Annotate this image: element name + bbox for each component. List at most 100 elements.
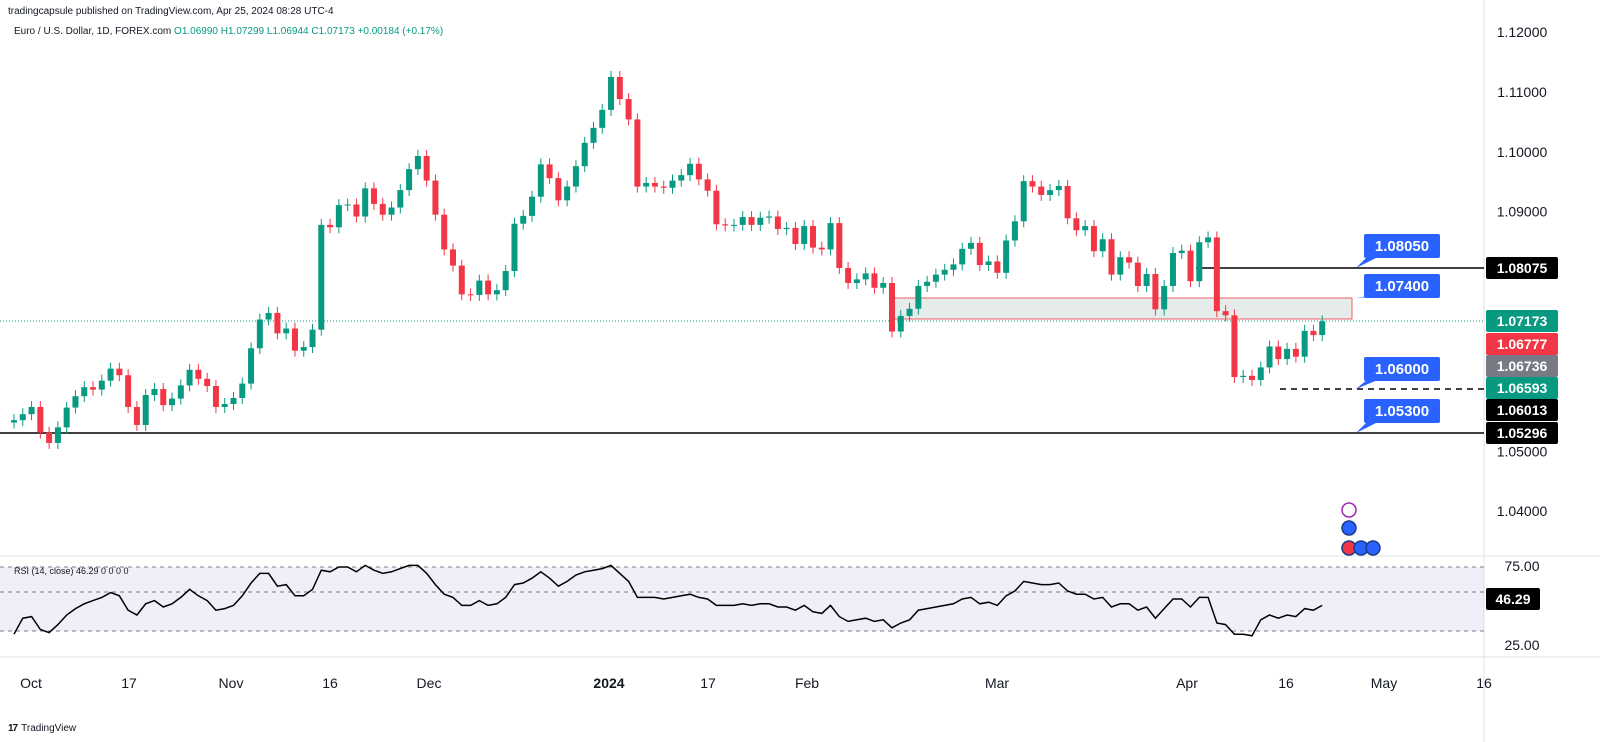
candle xyxy=(1257,361,1264,387)
axis-price-text: 1.06777 xyxy=(1497,336,1548,352)
candle xyxy=(1029,175,1036,193)
candle xyxy=(739,211,746,231)
callout-text: 1.05300 xyxy=(1375,403,1429,420)
candle xyxy=(968,236,975,255)
tradingview-logo[interactable]: 17 TradingView xyxy=(8,723,76,734)
candle xyxy=(493,284,500,301)
candle xyxy=(792,221,799,251)
candle xyxy=(423,150,430,187)
candle xyxy=(37,400,44,439)
candle xyxy=(169,392,176,412)
candle xyxy=(1205,231,1212,249)
candle xyxy=(1134,256,1141,292)
y-tick-label: 1.04000 xyxy=(1497,503,1548,519)
globe-icon[interactable] xyxy=(1341,520,1357,536)
candle xyxy=(1055,179,1062,197)
event-flag-icon[interactable] xyxy=(1365,540,1381,556)
candle xyxy=(1090,220,1097,258)
drawings xyxy=(0,267,1484,434)
candle xyxy=(1064,179,1071,225)
candle xyxy=(678,169,685,187)
x-tick-label: Mar xyxy=(985,675,1009,691)
candle xyxy=(265,306,272,326)
candle xyxy=(985,255,992,272)
candle xyxy=(529,190,536,222)
candle xyxy=(133,400,140,431)
candle xyxy=(572,160,579,193)
candle xyxy=(581,136,588,173)
candle xyxy=(634,113,641,193)
candle xyxy=(976,236,983,272)
candle xyxy=(309,323,316,354)
candle xyxy=(511,217,518,277)
rsi-pane xyxy=(0,564,1484,637)
symbol-title: Euro / U.S. Dollar, 1D, FOREX.com xyxy=(14,26,172,37)
candle xyxy=(467,288,474,301)
price-callout[interactable]: 1.08050 xyxy=(1356,234,1440,268)
candle xyxy=(1213,231,1220,318)
candle xyxy=(1108,233,1115,281)
candle xyxy=(81,381,88,403)
candle xyxy=(54,421,61,449)
candle xyxy=(441,208,448,256)
candle xyxy=(353,198,360,223)
candle xyxy=(853,273,860,289)
candle xyxy=(818,241,825,256)
candle xyxy=(1240,369,1247,384)
price-callout[interactable]: 1.05300 xyxy=(1356,399,1440,433)
candle xyxy=(537,158,544,203)
candle xyxy=(906,302,913,322)
y-tick-label: 1.11000 xyxy=(1497,84,1547,100)
candle xyxy=(370,182,377,210)
candle xyxy=(379,197,386,221)
candle xyxy=(766,210,773,224)
axis-price-label: 1.06593 xyxy=(1486,377,1558,399)
candle xyxy=(1187,244,1194,288)
candle xyxy=(1292,342,1299,363)
event-icons xyxy=(1341,502,1381,556)
candle xyxy=(476,274,483,301)
candle xyxy=(730,218,737,232)
candle xyxy=(502,265,509,297)
y-tick-label: 1.09000 xyxy=(1497,204,1548,220)
candle xyxy=(195,363,202,385)
candle xyxy=(335,199,342,234)
candle xyxy=(1310,324,1317,342)
candle xyxy=(406,163,413,197)
candle xyxy=(1152,268,1159,316)
axis-price-text: 1.07173 xyxy=(1497,313,1548,329)
candle xyxy=(90,381,97,396)
candle xyxy=(651,176,658,193)
candle xyxy=(300,341,307,357)
candle xyxy=(204,372,211,392)
price-labels: 1.08075 1.07173 1.06777 1.06736 1.06593 1.060… xyxy=(1486,257,1558,444)
price-callout[interactable]: 1.06000 xyxy=(1356,357,1440,389)
candle xyxy=(1275,340,1282,366)
x-tick-label: 17 xyxy=(121,675,137,691)
candle xyxy=(256,313,263,355)
candle xyxy=(845,262,852,289)
candle xyxy=(1020,175,1027,228)
candle xyxy=(450,243,456,272)
candle xyxy=(388,201,395,221)
price-callout[interactable]: 1.07400 xyxy=(1356,274,1440,298)
candle xyxy=(46,426,53,449)
candle xyxy=(485,274,492,301)
candle xyxy=(1222,305,1229,322)
lightning-icon[interactable] xyxy=(1341,502,1357,518)
candle xyxy=(291,322,298,357)
candle xyxy=(774,210,781,236)
candle xyxy=(1117,251,1124,281)
candle xyxy=(1082,220,1089,237)
y-tick-label: 1.12000 xyxy=(1497,24,1548,40)
tradingview-brand: TradingView xyxy=(21,723,77,734)
candle xyxy=(1073,212,1080,237)
candle xyxy=(72,390,79,414)
candles xyxy=(11,70,1326,449)
candle xyxy=(616,70,623,106)
candle xyxy=(704,173,711,197)
candle xyxy=(748,211,755,231)
candle xyxy=(432,174,439,221)
candle xyxy=(1284,342,1291,366)
